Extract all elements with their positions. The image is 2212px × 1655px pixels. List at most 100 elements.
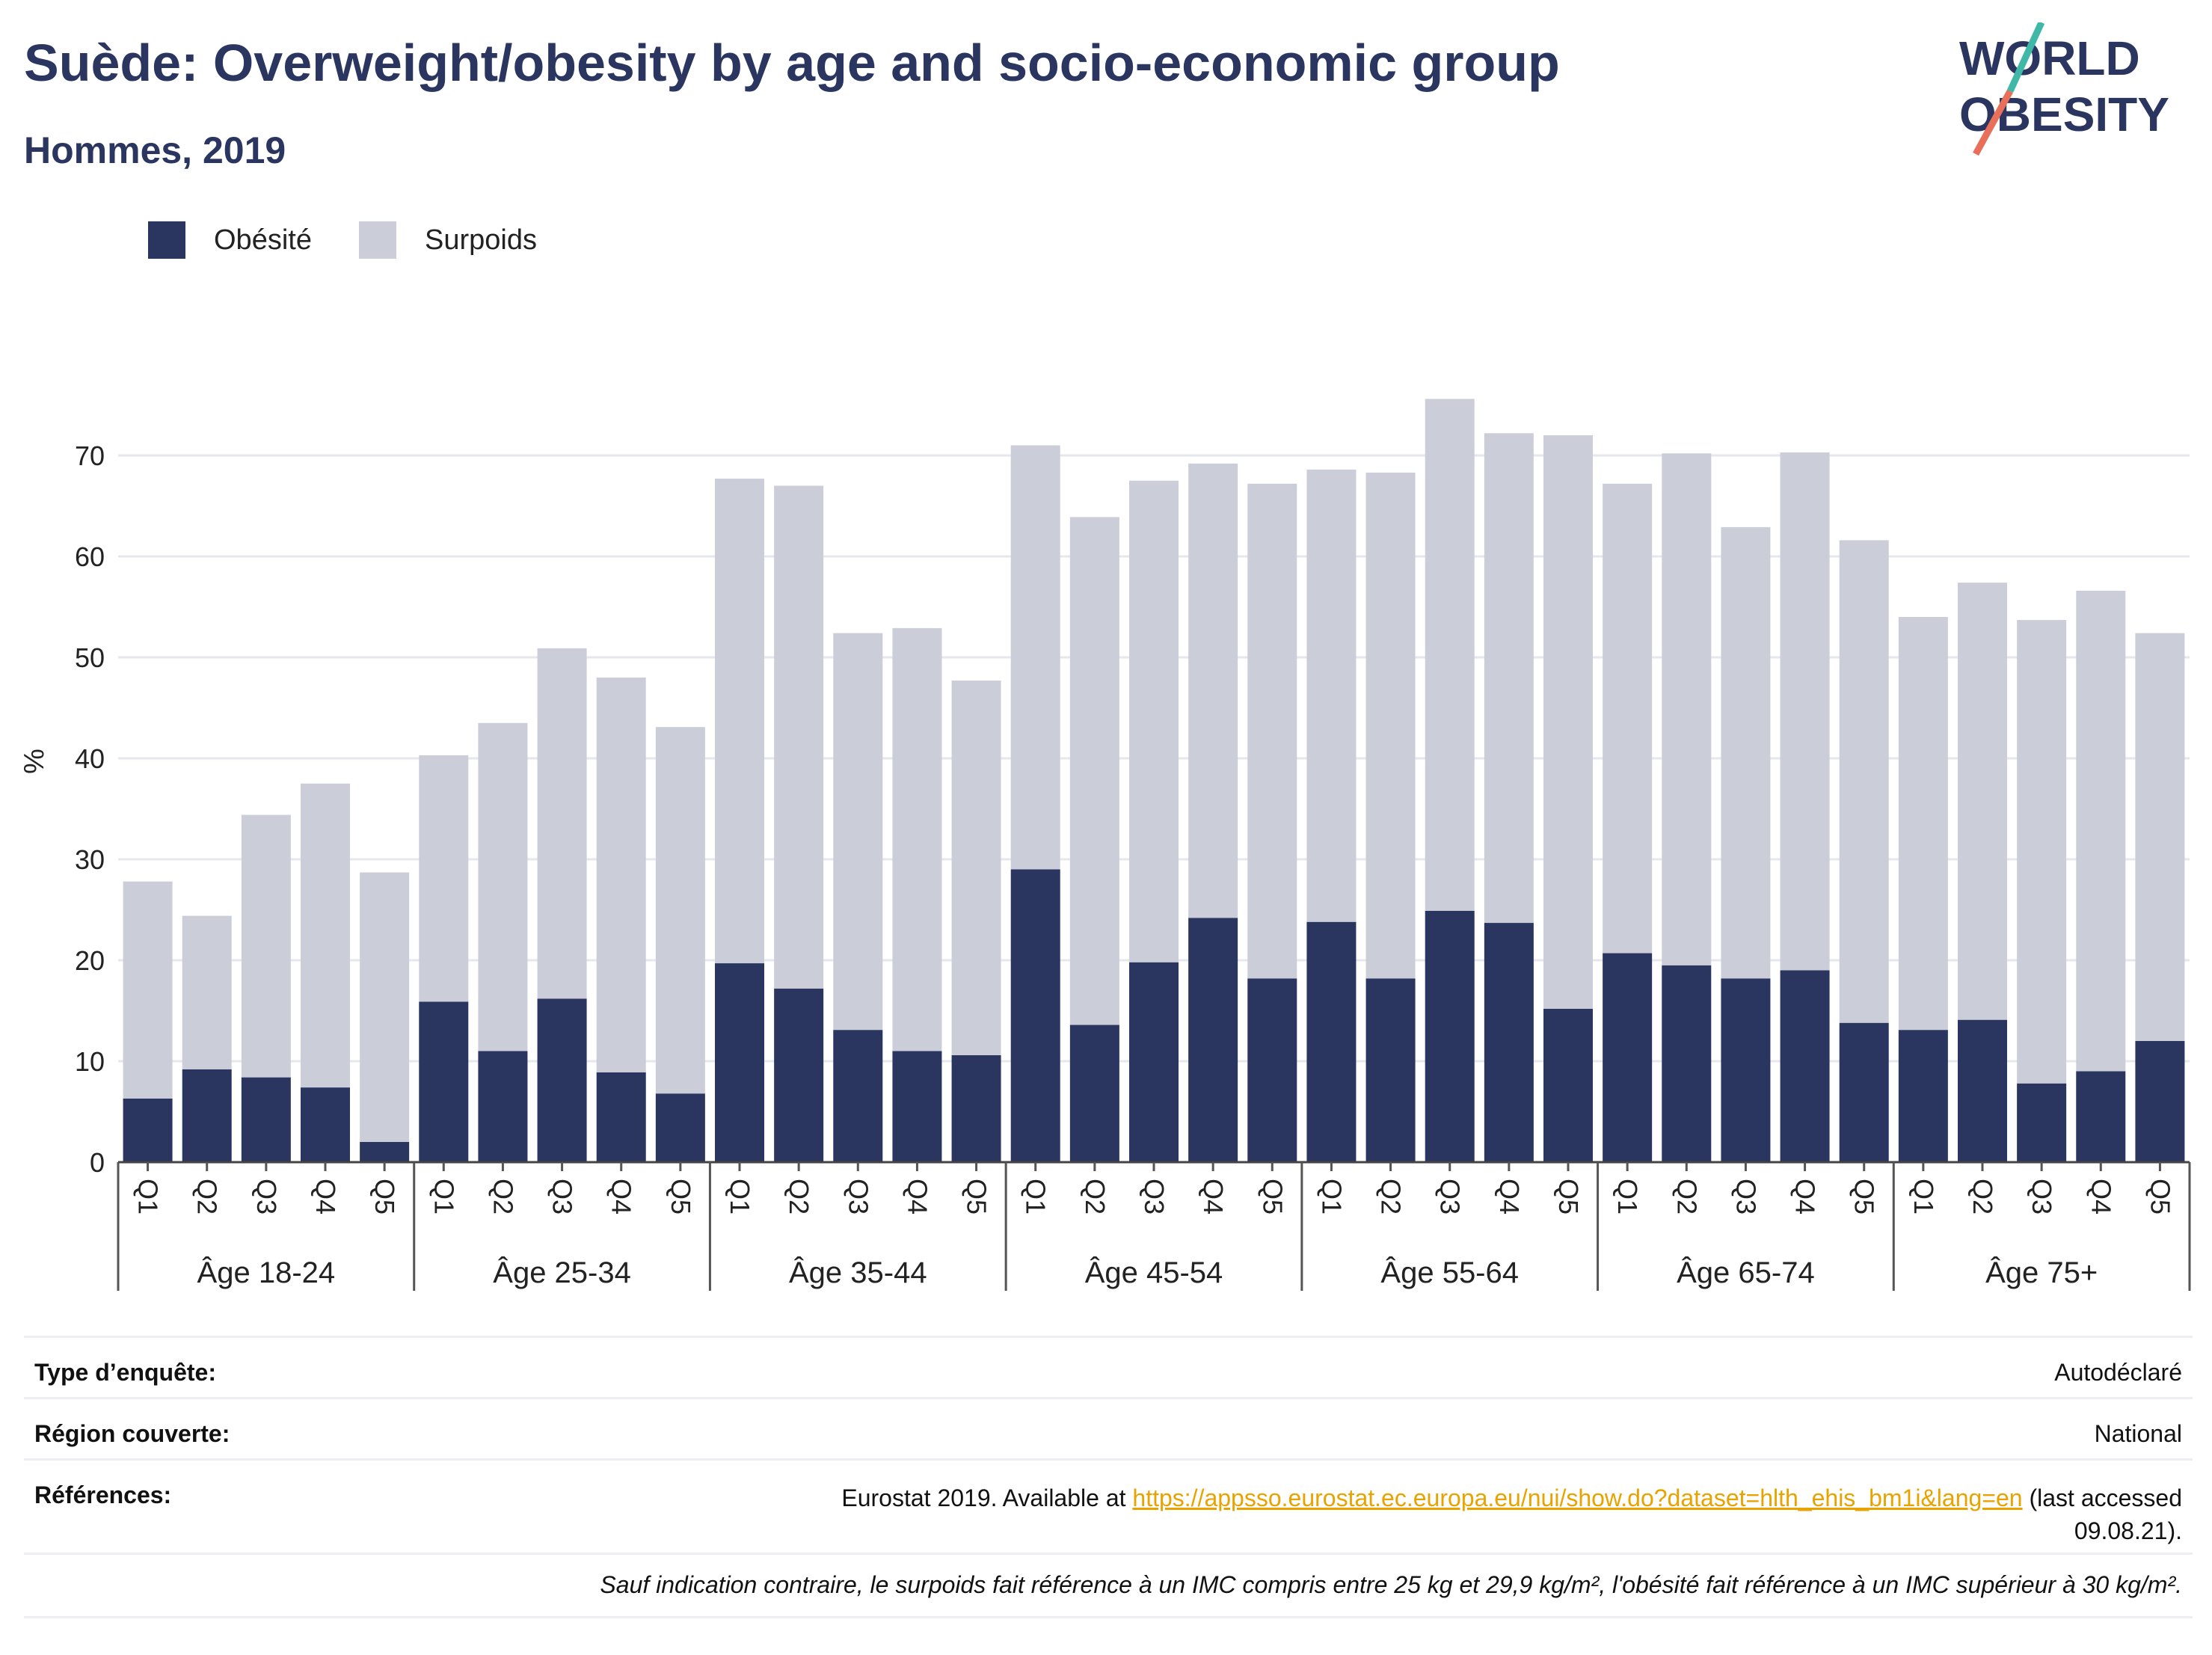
y-tick-label: 30 [75, 844, 105, 875]
y-tick-label: 70 [75, 440, 105, 471]
bar-obesity [182, 1069, 232, 1162]
group-label: Âge 65-74 [1677, 1256, 1815, 1289]
x-tick-label: Q2 [1967, 1179, 1998, 1215]
x-tick-label: Q2 [192, 1179, 223, 1215]
y-tick-label: 0 [90, 1147, 105, 1178]
x-tick-label: Q1 [1908, 1179, 1939, 1215]
bar-obesity [478, 1051, 528, 1162]
bar-obesity [1839, 1022, 1889, 1162]
region-value: National [2094, 1420, 2182, 1447]
bar-overweight [2076, 590, 2126, 1072]
x-tick-label: Q5 [666, 1179, 696, 1215]
x-axis: Q1 Q2 Q3 Q4 Q5 Âge 18-24 Q1 Q2 Q3 Q4 Q5 Âge 25-34 Q1… [117, 1161, 2191, 1291]
y-tick-label: 60 [75, 541, 105, 572]
group-label: Âge 18-24 [197, 1256, 336, 1289]
y-tick-label: 20 [75, 945, 105, 976]
x-tick-label: Q2 [1376, 1179, 1407, 1215]
bar-obesity [301, 1087, 350, 1162]
bar-overweight [1662, 453, 1712, 965]
x-tick-label: Q1 [1316, 1179, 1347, 1215]
bar-overweight [2017, 620, 2067, 1084]
legend-label-overweight: Surpoids [425, 224, 537, 256]
x-tick-label: Q5 [962, 1179, 992, 1215]
bar-obesity [951, 1054, 1001, 1162]
bar-overweight [1484, 433, 1534, 924]
x-tick-label: Q4 [1494, 1179, 1525, 1215]
info-row-references: Références: Eurostat 2019. Available at … [24, 1458, 2193, 1552]
bar-overweight [1425, 399, 1475, 911]
group-label: Âge 75+ [1985, 1256, 2098, 1289]
group-label: Âge 25-34 [493, 1256, 631, 1289]
x-tick-label: Q3 [547, 1179, 578, 1215]
x-tick-label: Q5 [1257, 1179, 1288, 1215]
bar-obesity [1603, 953, 1653, 1162]
bar-overweight [596, 678, 646, 1072]
x-tick-label: Q2 [488, 1179, 518, 1215]
x-tick-label: Q3 [1435, 1179, 1466, 1215]
x-tick-label: Q3 [843, 1179, 873, 1215]
x-tick-label: Q3 [1730, 1179, 1761, 1215]
x-tick-label: Q3 [1139, 1179, 1170, 1215]
bar-obesity [1484, 923, 1534, 1162]
group-label: Âge 55-64 [1380, 1256, 1519, 1289]
x-tick-label: Q3 [2027, 1179, 2057, 1215]
bar-overweight [1958, 583, 2007, 1020]
bar-obesity [1365, 978, 1416, 1162]
x-tick-label: Q4 [1198, 1179, 1229, 1215]
bar-overweight [1898, 617, 1948, 1031]
bar-obesity [419, 1001, 469, 1162]
bar-overweight [1306, 469, 1357, 922]
survey-type-label: Type d’enquête: [34, 1359, 216, 1386]
bar-overweight [1069, 517, 1119, 1025]
bar-obesity [1543, 1008, 1593, 1162]
bar-overweight [1780, 452, 1830, 971]
x-tick-label: Q5 [1553, 1179, 1584, 1215]
references-prefix: Eurostat 2019. Available at [841, 1484, 1126, 1511]
bar-obesity [537, 998, 587, 1162]
bar-obesity [1425, 910, 1475, 1162]
x-tick-label: Q1 [725, 1179, 755, 1215]
bar-overweight [655, 727, 705, 1094]
bar-overweight [2135, 633, 2185, 1041]
bar-obesity [2017, 1083, 2067, 1162]
x-tick-label: Q4 [2086, 1179, 2116, 1215]
x-tick-label: Q5 [369, 1179, 400, 1215]
bar-obesity [1306, 921, 1357, 1162]
logo-text-world: WORLD [1959, 31, 2140, 85]
legend-swatch-overweight [359, 221, 396, 259]
references-link[interactable]: https://appsso.eurostat.ec.europa.eu/nui… [1132, 1484, 2023, 1511]
bar-overweight [360, 872, 410, 1142]
legend-label-obesity: Obésité [214, 224, 312, 256]
bar-overweight [1365, 472, 1416, 979]
info-row-region: Région couverte: National [24, 1397, 2193, 1459]
references-date: 09.08.21). [2074, 1517, 2182, 1544]
y-tick-label: 50 [75, 642, 105, 673]
x-tick-label: Q2 [1080, 1179, 1110, 1215]
bar-overweight [478, 722, 528, 1051]
page-subtitle: Hommes, 2019 [24, 129, 286, 171]
x-tick-label: Q1 [1612, 1179, 1643, 1215]
bar-overweight [1603, 483, 1653, 954]
bar-obesity [2076, 1071, 2126, 1162]
bars [123, 399, 2185, 1162]
bar-obesity [241, 1077, 291, 1162]
x-tick-label: Q4 [1790, 1179, 1821, 1215]
x-tick-label: Q4 [606, 1179, 637, 1215]
world-obesity-logo: WORLD OBESITY [1959, 22, 2169, 156]
y-tick-label: 10 [75, 1046, 105, 1077]
bar-obesity [833, 1030, 883, 1162]
bar-overweight [123, 881, 173, 1099]
bar-overweight [715, 479, 764, 964]
bar-obesity [123, 1098, 173, 1162]
bar-obesity [1898, 1030, 1948, 1162]
y-tick-label: 40 [75, 743, 105, 774]
bar-overweight [951, 681, 1001, 1055]
x-tick-label: Q2 [1671, 1179, 1702, 1215]
x-tick-label: Q4 [310, 1179, 341, 1215]
bar-overweight [1129, 480, 1179, 962]
x-tick-label: Q2 [784, 1179, 814, 1215]
references-label: Références: [34, 1481, 172, 1508]
y-axis-title: % [19, 749, 50, 774]
bar-overweight [774, 485, 824, 989]
